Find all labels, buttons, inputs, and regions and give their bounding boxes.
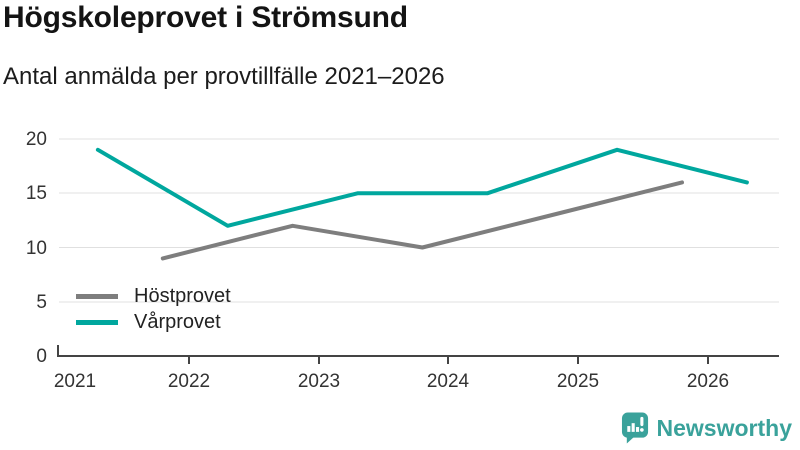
legend: Höstprovet Vårprovet <box>76 283 231 335</box>
hostprovet-line <box>160 180 684 261</box>
x-tick-2023: 2023 <box>298 371 340 392</box>
x-axis <box>57 345 779 364</box>
y-tick-15: 15 <box>26 183 47 204</box>
legend-label-varprovet: Vårprovet <box>134 311 221 333</box>
x-tick-2021: 2021 <box>54 371 96 392</box>
x-axis-tick-labels: 2021 2022 2023 2024 2025 2026 <box>54 371 729 392</box>
newsworthy-wordmark: Newsworthy <box>656 414 792 441</box>
x-tick-2024: 2024 <box>427 371 470 392</box>
y-tick-0: 0 <box>36 346 47 367</box>
y-axis-tick-labels: 0 5 10 15 20 <box>26 129 47 367</box>
newsworthy-logo[interactable]: Newsworthy <box>621 411 792 445</box>
y-tick-5: 5 <box>36 292 47 313</box>
varprovet-line <box>95 147 749 228</box>
y-tick-10: 10 <box>26 238 47 259</box>
hostprovet-swatch <box>76 293 118 299</box>
y-tick-20: 20 <box>26 129 47 150</box>
legend-item-varprovet: Vårprovet <box>76 309 231 335</box>
chart-title: Högskoleprovet i Strömsund <box>3 1 408 34</box>
x-tick-2026: 2026 <box>687 371 729 392</box>
x-tick-2022: 2022 <box>168 371 210 392</box>
x-tick-2025: 2025 <box>557 371 599 392</box>
varprovet-swatch <box>76 319 118 325</box>
chart-subtitle: Antal anmälda per provtillfälle 2021–202… <box>3 63 445 90</box>
legend-label-hostprovet: Höstprovet <box>134 285 231 307</box>
series-lines <box>95 147 749 261</box>
bar-chart-speech-bubble-icon <box>621 412 648 444</box>
legend-item-hostprovet: Höstprovet <box>76 283 231 309</box>
